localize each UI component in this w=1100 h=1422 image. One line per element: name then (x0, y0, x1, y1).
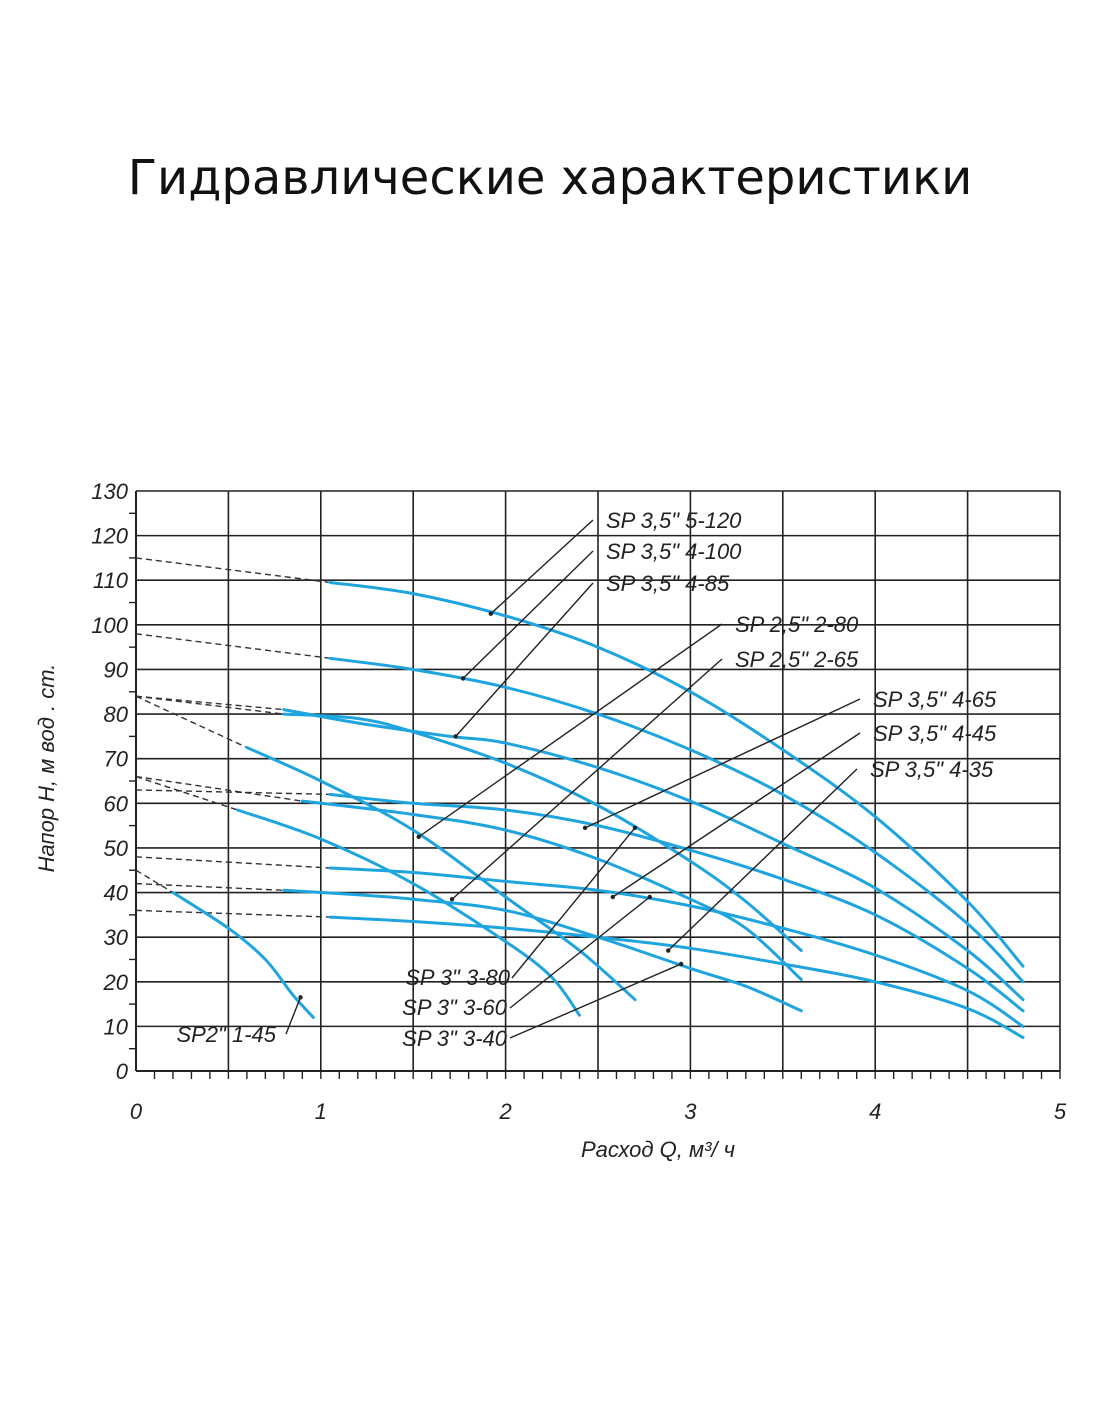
curve-sp-2-5-2-65 (236, 808, 581, 1017)
curve-label-sp-3-5-4-45: SP 3,5" 4-45 (873, 721, 997, 746)
curve-label-sp-3-5-4-65: SP 3,5" 4-65 (873, 687, 997, 712)
leader-dot-sp-2-5-2-80 (416, 834, 421, 839)
leader-dot-sp-3-5-4-35 (666, 948, 671, 953)
curve-sp-3-5-5-120 (328, 581, 1025, 968)
curve-label-sp-2-5-2-65: SP 2,5" 2-65 (735, 647, 859, 672)
curve-sp-3-3-80 (282, 712, 803, 952)
curve-sp-3-5-4-100 (328, 656, 1025, 984)
leader-sp-3-3-80 (511, 827, 636, 979)
leader-dot-sp2-1-45 (298, 995, 303, 1000)
curve-label-sp-3-5-4-100: SP 3,5" 4-100 (606, 539, 742, 564)
curve-label-sp-3-5-4-85: SP 3,5" 4-85 (606, 571, 730, 596)
leader-dot-sp-3-3-80 (632, 825, 638, 831)
leader-sp-3-5-4-100 (462, 550, 594, 679)
x-tick-label: 2 (498, 1099, 511, 1124)
dashed-extension-sp-2-5-2-80 (135, 695, 248, 749)
leader-dot-sp-3-5-5-120 (488, 611, 494, 616)
y-tick-label: 90 (104, 657, 129, 682)
dashed-extension-sp-3-3-80 (135, 695, 284, 715)
leader-sp-2-5-2-65 (451, 658, 723, 900)
leader-sp-2-5-2-80 (418, 623, 723, 838)
y-tick-label: 10 (104, 1014, 129, 1039)
leader-sp-3-5-4-35 (667, 768, 858, 952)
curve-label-sp2-1-45: SP2" 1-45 (176, 1022, 276, 1047)
dashed-extension-sp2-1-45 (135, 869, 174, 894)
curve-sp-3-5-4-35 (328, 915, 1025, 1039)
y-tick-label: 40 (104, 881, 129, 906)
curve-label-sp-3-3-60: SP 3" 3-60 (402, 995, 508, 1020)
leader-dot-sp-3-5-4-65 (582, 825, 588, 831)
y-tick-label: 20 (103, 970, 129, 995)
x-tick-label: 3 (684, 1099, 697, 1124)
y-axis-label: Напор H, м вод . ст. (34, 664, 59, 873)
page-title: Гидравлические характеристики (127, 150, 973, 206)
y-tick-label: 60 (104, 791, 129, 816)
leader-sp-3-5-5-120 (490, 519, 594, 615)
x-axis-label: Расход Q, м³/ ч (581, 1137, 735, 1162)
x-tick-label: 4 (869, 1099, 881, 1124)
curve-sp-3-5-4-65 (328, 792, 1025, 1013)
pump-curves (171, 581, 1025, 1039)
dashed-extension-sp-3-5-4-100 (135, 633, 331, 660)
x-tick-label: 0 (130, 1099, 143, 1124)
curve-label-sp-3-5-4-35: SP 3,5" 4-35 (870, 757, 994, 782)
y-tick-label: 110 (93, 568, 129, 593)
leader-dot-sp-3-3-40 (678, 961, 684, 967)
y-tick-label: 80 (104, 702, 129, 727)
leader-dot-sp-3-5-4-45 (610, 894, 615, 900)
minor-ticks (129, 512, 1061, 1079)
curve-sp2-1-45 (171, 891, 315, 1019)
curve-sp-2-5-2-80 (245, 746, 637, 1002)
x-tick-label: 1 (315, 1099, 327, 1124)
leader-sp2-1-45 (285, 997, 302, 1035)
leader-dot-sp-2-5-2-65 (449, 897, 455, 902)
leader-dot-sp-3-5-4-85 (453, 734, 458, 739)
dashed-extension-sp-3-5-4-65 (135, 789, 331, 796)
dashed-extension-sp-3-5-4-45 (135, 856, 331, 869)
dashed-extension-sp-3-5-4-35 (135, 909, 331, 918)
x-tick-label: 5 (1054, 1099, 1067, 1124)
curve-sp-3-3-60 (300, 799, 803, 981)
dashed-extensions (135, 557, 331, 918)
y-tick-label: 0 (116, 1059, 129, 1084)
dashed-extension-sp-3-5-5-120 (135, 557, 331, 584)
curve-label-sp-3-3-80: SP 3" 3-80 (405, 965, 511, 990)
y-tick-label: 120 (91, 524, 128, 549)
y-tick-label: 130 (91, 479, 128, 504)
y-tick-label: 100 (91, 613, 128, 638)
leader-dot-sp-3-3-60 (647, 894, 652, 900)
curve-label-sp-2-5-2-80: SP 2,5" 2-80 (735, 612, 859, 637)
curve-label-sp-3-5-5-120: SP 3,5" 5-120 (606, 508, 742, 533)
curve-sp-3-5-4-45 (328, 866, 1025, 1028)
leader-sp-3-5-4-85 (455, 582, 594, 737)
dashed-extension-sp-2-5-2-65 (135, 775, 238, 811)
y-tick-label: 50 (104, 836, 129, 861)
leader-sp-3-3-40 (509, 963, 682, 1039)
y-tick-label: 70 (104, 747, 129, 772)
dashed-extension-sp-3-3-60 (135, 775, 303, 802)
curve-sp-3-3-40 (282, 888, 803, 1013)
curve-label-sp-3-3-40: SP 3" 3-40 (402, 1026, 508, 1051)
leader-dot-sp-3-5-4-100 (460, 676, 466, 681)
dashed-extension-sp-3-3-40 (135, 882, 284, 892)
label-leader-lines (285, 519, 861, 1039)
y-tick-label: 30 (104, 925, 129, 950)
leader-sp-3-5-4-65 (584, 698, 861, 829)
dashed-extension-sp-3-5-4-85 (135, 695, 284, 711)
leader-sp-3-5-4-45 (612, 732, 861, 898)
leader-sp-3-3-60 (509, 896, 651, 1009)
